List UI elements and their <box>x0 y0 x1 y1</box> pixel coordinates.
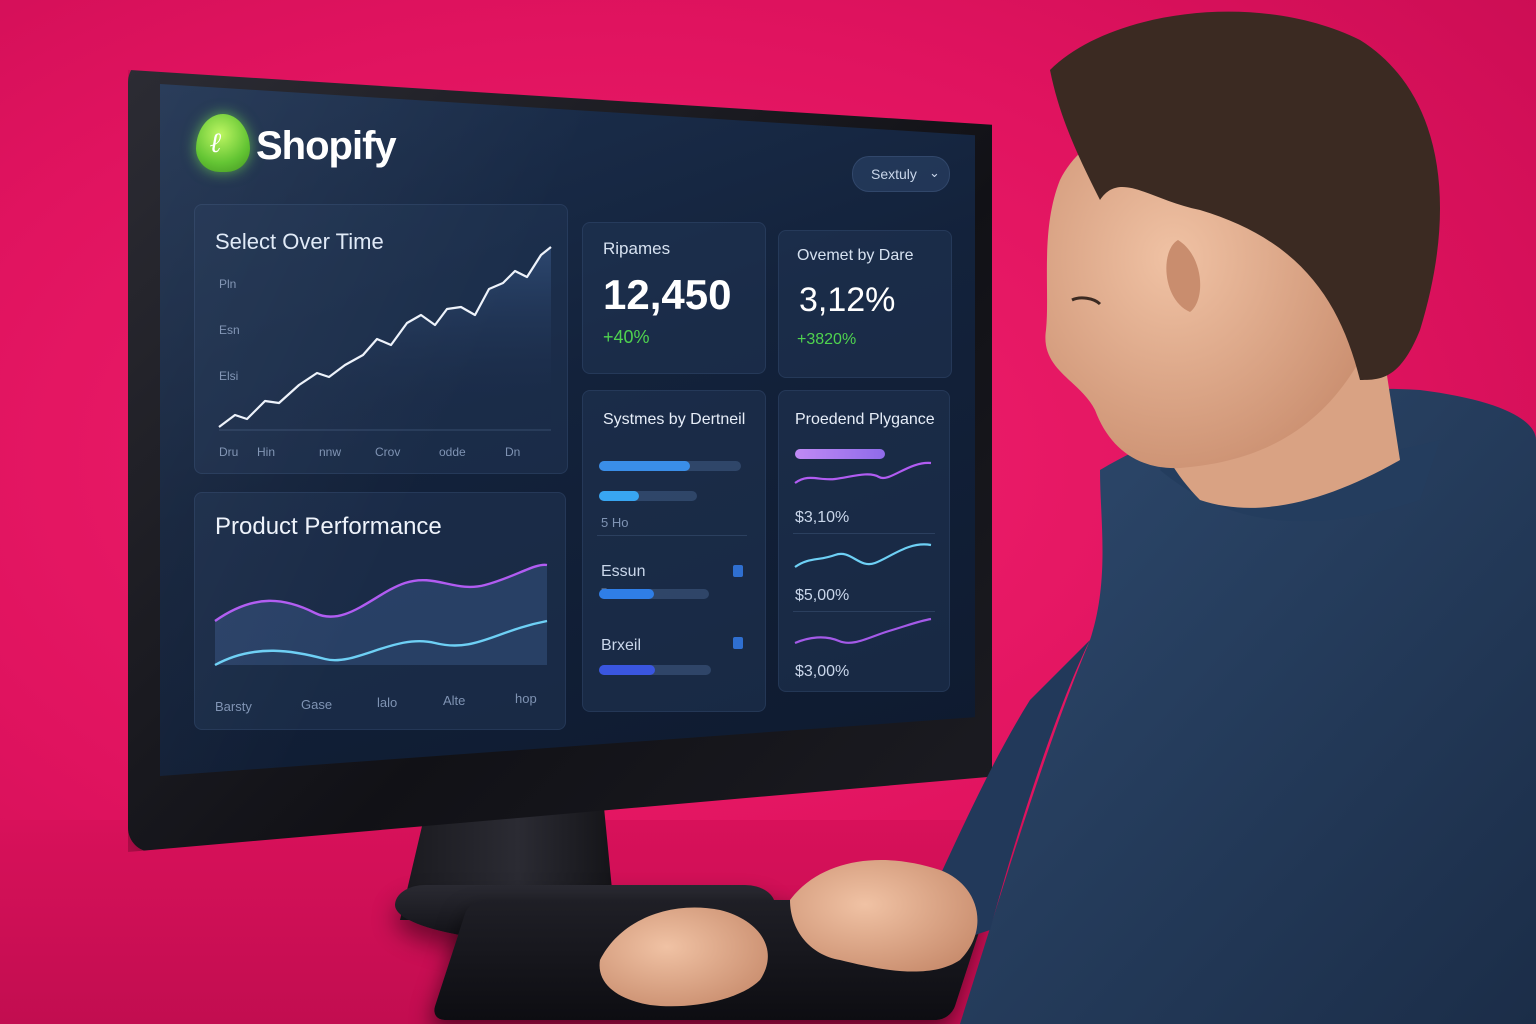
systems-note: 5 Ho <box>601 515 629 530</box>
proced-value: $3,00% <box>795 663 850 680</box>
series-purple-line <box>214 563 548 622</box>
systems-title: Systmes by Dertneil <box>603 411 746 428</box>
sales-line-chart <box>218 246 552 431</box>
highlight-bar <box>795 449 885 459</box>
progress-fill <box>599 491 640 501</box>
product-line-chart <box>214 563 548 667</box>
y-tick: Pln <box>219 277 237 291</box>
dropdown-label: Sextuly <box>871 166 917 182</box>
indicator-square <box>733 637 743 649</box>
store-dropdown[interactable]: Sextuly ⌄ <box>852 156 950 192</box>
kpi-value: 3,12% <box>799 281 896 319</box>
divider <box>793 611 935 612</box>
kpi-value: 12,450 <box>603 271 732 318</box>
kpi-card-ovemet: Ovemet by Dare 3,12% +3820% <box>778 230 952 378</box>
kpi-card-ripames: Ripames 12,450 +40% <box>582 222 766 374</box>
x-tick: Dru <box>219 445 239 459</box>
x-tick: nnw <box>319 445 342 459</box>
x-tick: Barsty <box>215 699 252 714</box>
proced-value: $5,00% <box>795 587 850 604</box>
x-tick: Alte <box>443 693 466 708</box>
progress-track <box>599 491 697 501</box>
x-tick: Dn <box>505 445 521 459</box>
progress-fill <box>599 589 654 599</box>
progress-fill <box>599 461 690 471</box>
kpi-delta: +3820% <box>797 331 857 348</box>
divider <box>793 533 935 534</box>
systems-item-label: Brxeil <box>601 637 642 654</box>
product-chart-title: Product Performance <box>215 513 442 540</box>
hair <box>1050 11 1440 381</box>
progress-track <box>599 665 711 675</box>
kpi-label: Ovemet by Dare <box>797 247 914 264</box>
systems-panel: Systmes by Dertneil 5 Ho Essun 7 Brxeil <box>582 390 766 712</box>
proced-panel: Proedend Plygance $3,10% $5,00% $3,00% <box>778 390 950 692</box>
proced-sparklines <box>794 461 932 645</box>
kpi-delta: +40% <box>603 327 650 347</box>
x-tick: Crov <box>375 445 401 459</box>
sparkline-purple <box>794 461 932 484</box>
sales-line <box>218 246 552 428</box>
product-area <box>215 564 547 665</box>
x-tick: Hin <box>257 445 276 459</box>
x-tick: Gase <box>301 697 333 712</box>
progress-track <box>599 589 709 599</box>
sales-chart-title: Select Over Time <box>215 229 384 254</box>
right-hand <box>790 860 978 972</box>
product-performance-panel: Product Performance Barsty Gase lalo Alt… <box>194 492 566 730</box>
progress-track <box>599 461 741 471</box>
ear <box>1166 240 1201 312</box>
shopify-logo-icon: ℓ <box>196 114 250 172</box>
kpi-label: Ripames <box>603 239 671 258</box>
indicator-square <box>733 565 743 577</box>
chevron-down-icon: ⌄ <box>929 165 940 180</box>
y-tick: Elsi <box>219 369 239 383</box>
y-tick: Esn <box>219 323 240 337</box>
brand-name: Shopify <box>256 124 397 168</box>
left-hand <box>599 907 768 1007</box>
x-tick: odde <box>439 445 466 459</box>
proced-title: Proedend Plygance <box>795 411 935 428</box>
systems-item-label: Essun <box>601 563 646 580</box>
divider <box>597 535 747 536</box>
sales-over-time-panel: Select Over Time Pln Esn Elsi Dru Hin nn… <box>194 204 568 474</box>
proced-value: $3,10% <box>795 509 850 526</box>
x-tick: hop <box>515 691 537 706</box>
sparkline-cyan <box>794 543 932 568</box>
sparkline-violet <box>794 617 932 645</box>
shirt <box>960 388 1536 1024</box>
x-tick: lalo <box>377 695 398 710</box>
series-cyan-line <box>214 619 548 667</box>
progress-fill <box>599 665 655 675</box>
eye <box>1071 296 1102 306</box>
